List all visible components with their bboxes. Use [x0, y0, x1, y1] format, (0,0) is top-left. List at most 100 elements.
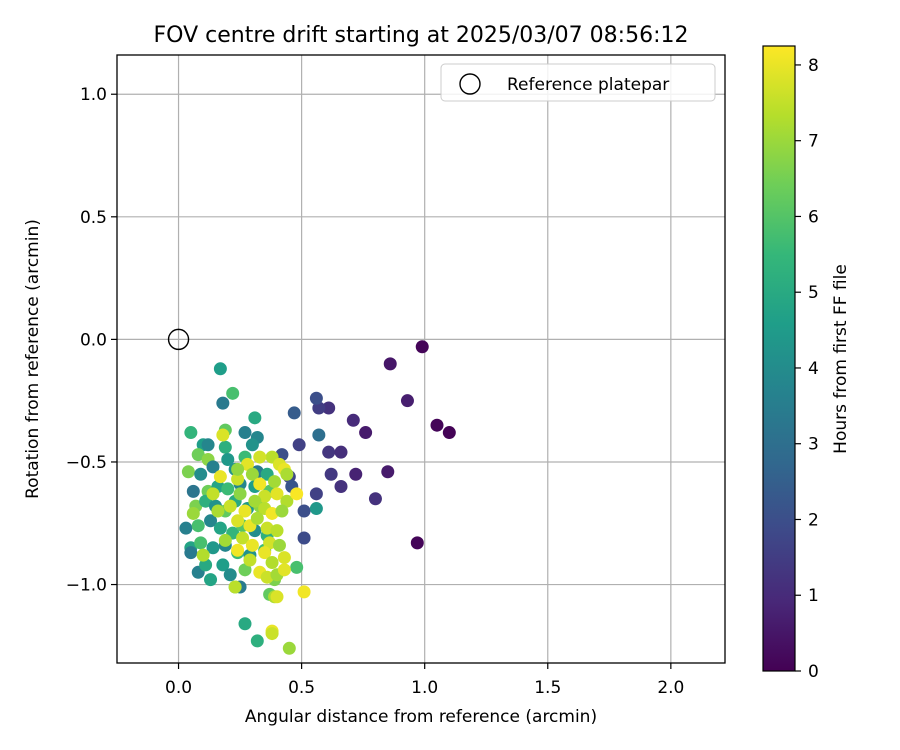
- data-point: [245, 538, 259, 552]
- data-point: [216, 396, 230, 410]
- plot-area: 0.0 0.5 1.0 1.5 2.0 1.0 0.5 0.0 −0.5 −1.0: [66, 54, 726, 698]
- data-point: [334, 479, 348, 493]
- data-point: [282, 641, 296, 655]
- x-tick-label: 1.5: [534, 678, 561, 698]
- reference-marker-layer: [167, 328, 190, 351]
- y-tick-label: 0.0: [80, 330, 107, 350]
- chart-title: FOV centre drift starting at 2025/03/07 …: [154, 23, 689, 48]
- data-point: [349, 467, 363, 481]
- data-point: [268, 475, 282, 489]
- data-point: [191, 448, 205, 462]
- data-point: [213, 470, 227, 484]
- reference-platepar-marker: [167, 328, 190, 351]
- colorbar-tick-label: 8: [808, 56, 819, 76]
- data-point: [179, 521, 193, 535]
- data-point: [231, 462, 245, 476]
- data-point: [184, 546, 198, 560]
- data-point: [253, 477, 267, 491]
- data-point: [236, 531, 250, 545]
- y-axis-label: Rotation from reference (arcmin): [23, 219, 43, 499]
- data-point: [297, 585, 311, 599]
- y-tick-label: 0.5: [80, 208, 107, 228]
- data-point: [240, 457, 254, 471]
- data-point: [206, 460, 220, 474]
- data-point: [270, 524, 284, 538]
- data-point: [248, 411, 262, 425]
- data-point: [346, 413, 360, 427]
- data-point: [292, 438, 306, 452]
- data-point: [383, 357, 397, 371]
- data-point: [322, 401, 336, 415]
- data-point: [245, 467, 259, 481]
- data-point: [430, 418, 444, 432]
- colorbar-gradient: [763, 46, 795, 671]
- data-point: [248, 494, 262, 508]
- data-point: [400, 394, 414, 408]
- x-tick-label: 1.0: [411, 678, 438, 698]
- x-axis-label: Angular distance from reference (arcmin): [245, 707, 597, 727]
- data-point: [181, 465, 195, 479]
- data-point: [199, 558, 213, 572]
- y-tick-label: −0.5: [66, 453, 107, 473]
- data-point: [258, 546, 272, 560]
- data-point: [213, 362, 227, 376]
- y-axis-ticks: 1.0 0.5 0.0 −0.5 −1.0: [66, 85, 117, 596]
- data-point: [381, 465, 395, 479]
- legend-reference-marker: [459, 73, 481, 95]
- data-point: [204, 514, 218, 528]
- data-point: [233, 487, 247, 501]
- colorbar-tick-label: 5: [808, 283, 819, 303]
- x-tick-label: 2.0: [657, 678, 684, 698]
- data-point: [211, 504, 225, 518]
- data-point: [290, 560, 304, 574]
- data-point: [238, 426, 252, 440]
- colorbar: 0 1 2 3 4 5 6 7 8 Hours from first FF file: [762, 45, 851, 682]
- data-point: [194, 467, 208, 481]
- data-point: [272, 538, 286, 552]
- x-tick-label: 0.5: [288, 678, 315, 698]
- data-point: [359, 426, 373, 440]
- plot-frame: [116, 54, 726, 664]
- data-point: [415, 340, 429, 354]
- colorbar-label: Hours from first FF file: [831, 264, 851, 454]
- data-point: [309, 391, 323, 405]
- data-point: [290, 487, 304, 501]
- data-point: [260, 521, 274, 535]
- grid-lines: [117, 55, 725, 663]
- data-point: [228, 580, 242, 594]
- data-point: [275, 504, 289, 518]
- data-point: [231, 472, 245, 486]
- data-point: [245, 438, 259, 452]
- data-point: [216, 558, 230, 572]
- y-tick-label: −1.0: [66, 576, 107, 596]
- data-point: [312, 401, 326, 415]
- data-point: [280, 494, 294, 508]
- data-point: [184, 426, 198, 440]
- data-point: [204, 573, 218, 587]
- data-point: [186, 484, 200, 498]
- data-point: [253, 450, 267, 464]
- data-point: [218, 533, 232, 547]
- colorbar-tick-label: 0: [808, 662, 819, 682]
- data-point: [312, 428, 326, 442]
- data-point: [260, 570, 274, 584]
- data-point: [265, 506, 279, 520]
- data-point: [231, 514, 245, 528]
- data-point: [196, 548, 210, 562]
- data-point: [287, 406, 301, 420]
- y-tick-label: 1.0: [80, 85, 107, 105]
- data-point: [270, 590, 284, 604]
- data-point: [206, 541, 220, 555]
- data-point: [194, 536, 208, 550]
- colorbar-tick-label: 3: [808, 435, 819, 455]
- data-point: [442, 426, 456, 440]
- data-point: [250, 634, 264, 648]
- colorbar-tick-label: 2: [808, 510, 819, 530]
- data-point: [277, 563, 291, 577]
- legend-entry-reference: Reference platepar: [507, 75, 669, 95]
- data-point: [277, 551, 291, 565]
- scatter-points: [179, 340, 456, 655]
- data-point: [221, 482, 235, 496]
- data-point: [322, 445, 336, 459]
